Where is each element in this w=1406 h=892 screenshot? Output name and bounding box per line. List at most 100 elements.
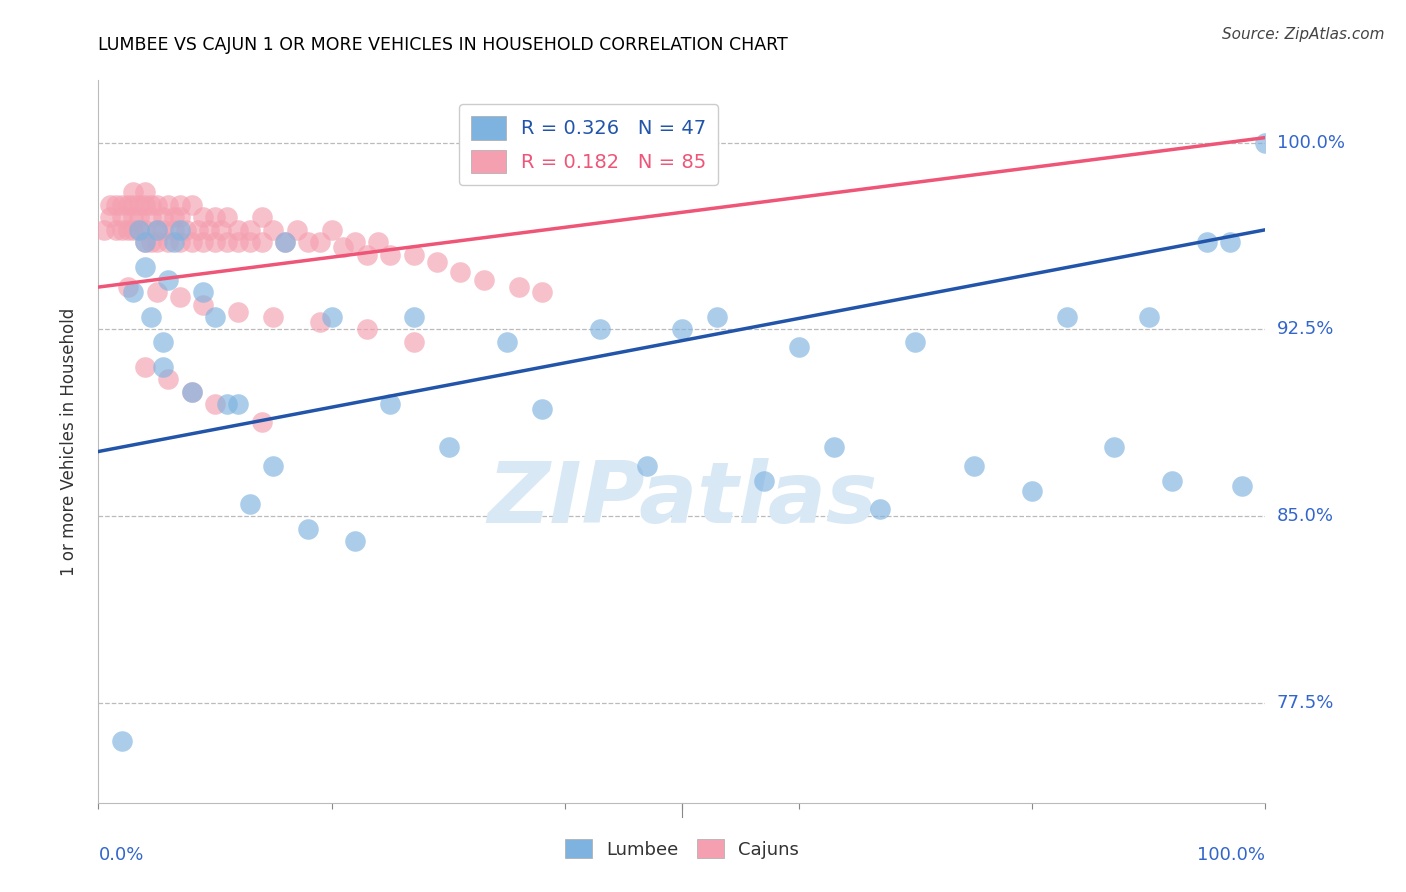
- Point: [169, 235, 191, 250]
- Point: [1056, 310, 1078, 324]
- Point: [262, 459, 284, 474]
- Point: [1161, 475, 1184, 489]
- Point: [180, 384, 202, 399]
- Point: [239, 235, 262, 250]
- Point: [402, 248, 425, 262]
- Point: [752, 475, 775, 489]
- Point: [426, 255, 449, 269]
- Point: [187, 223, 209, 237]
- Point: [250, 211, 273, 225]
- Point: [706, 310, 728, 324]
- Point: [228, 305, 250, 319]
- Point: [380, 397, 402, 411]
- Point: [356, 322, 378, 336]
- Point: [193, 285, 215, 299]
- Point: [134, 198, 156, 212]
- Text: LUMBEE VS CAJUN 1 OR MORE VEHICLES IN HOUSEHOLD CORRELATION CHART: LUMBEE VS CAJUN 1 OR MORE VEHICLES IN HO…: [98, 36, 789, 54]
- Point: [215, 211, 238, 225]
- Point: [117, 280, 139, 294]
- Point: [332, 240, 354, 254]
- Point: [274, 235, 297, 250]
- Point: [152, 334, 174, 349]
- Point: [297, 235, 319, 250]
- Point: [787, 340, 810, 354]
- Point: [152, 223, 174, 237]
- Point: [309, 315, 332, 329]
- Point: [104, 223, 127, 237]
- Point: [180, 235, 202, 250]
- Point: [134, 260, 156, 274]
- Point: [128, 211, 150, 225]
- Point: [193, 235, 215, 250]
- Point: [117, 223, 139, 237]
- Point: [437, 440, 460, 454]
- Point: [1137, 310, 1160, 324]
- Point: [204, 310, 226, 324]
- Point: [128, 223, 150, 237]
- Point: [869, 501, 891, 516]
- Text: 77.5%: 77.5%: [1277, 694, 1334, 712]
- Point: [139, 310, 162, 324]
- Point: [146, 223, 169, 237]
- Point: [134, 223, 156, 237]
- Point: [180, 198, 202, 212]
- Point: [139, 211, 162, 225]
- Text: Source: ZipAtlas.com: Source: ZipAtlas.com: [1222, 27, 1385, 42]
- Point: [239, 497, 262, 511]
- Point: [104, 198, 127, 212]
- Point: [1021, 484, 1043, 499]
- Point: [449, 265, 471, 279]
- Point: [823, 440, 845, 454]
- Point: [122, 285, 145, 299]
- Point: [157, 272, 180, 286]
- Point: [117, 198, 139, 212]
- Point: [636, 459, 658, 474]
- Point: [344, 235, 367, 250]
- Text: 100.0%: 100.0%: [1198, 847, 1265, 864]
- Point: [285, 223, 308, 237]
- Point: [169, 198, 191, 212]
- Point: [111, 211, 134, 225]
- Point: [111, 198, 134, 212]
- Point: [228, 235, 250, 250]
- Point: [530, 285, 553, 299]
- Point: [139, 235, 162, 250]
- Point: [530, 402, 553, 417]
- Text: 0.0%: 0.0%: [98, 847, 143, 864]
- Text: 85.0%: 85.0%: [1277, 508, 1333, 525]
- Point: [169, 223, 191, 237]
- Point: [204, 211, 226, 225]
- Point: [250, 415, 273, 429]
- Point: [380, 248, 402, 262]
- Point: [671, 322, 693, 336]
- Point: [152, 211, 174, 225]
- Point: [146, 223, 169, 237]
- Point: [367, 235, 389, 250]
- Point: [228, 223, 250, 237]
- Text: ZIPatlas: ZIPatlas: [486, 458, 877, 541]
- Point: [215, 235, 238, 250]
- Point: [228, 397, 250, 411]
- Text: 100.0%: 100.0%: [1277, 134, 1344, 152]
- Point: [472, 272, 495, 286]
- Point: [180, 384, 202, 399]
- Point: [1254, 136, 1277, 150]
- Point: [402, 334, 425, 349]
- Point: [111, 733, 134, 747]
- Point: [209, 223, 232, 237]
- Point: [139, 198, 162, 212]
- Point: [152, 359, 174, 374]
- Point: [193, 297, 215, 311]
- Point: [122, 223, 145, 237]
- Point: [904, 334, 927, 349]
- Point: [344, 534, 367, 549]
- Point: [128, 223, 150, 237]
- Point: [134, 186, 156, 200]
- Point: [146, 235, 169, 250]
- Point: [163, 235, 186, 250]
- Point: [134, 235, 156, 250]
- Point: [297, 522, 319, 536]
- Point: [309, 235, 332, 250]
- Point: [402, 310, 425, 324]
- Point: [274, 235, 297, 250]
